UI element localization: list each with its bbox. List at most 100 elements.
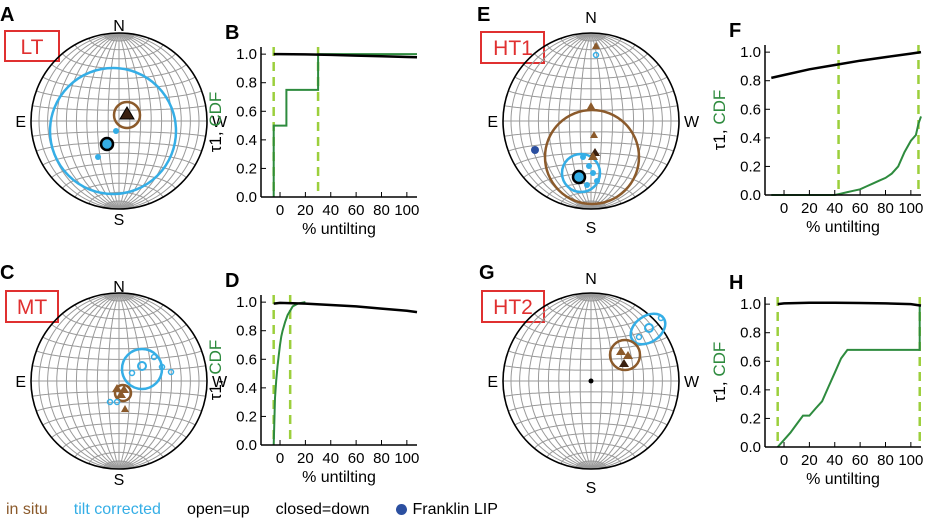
tilt-corrected-site (95, 154, 101, 160)
panel-letter-F: F (729, 20, 741, 42)
small-circle (103, 294, 135, 302)
site-label: LT (21, 36, 44, 59)
tilt-corrected-site (113, 128, 119, 134)
in-situ-site (116, 390, 126, 398)
cdf-chart-D: D 0.0 0.2 0.4 0.6 0.8 1.0 0 20 40 60 80 100 % untilti… (206, 270, 419, 486)
x-tick-label: 20 (297, 450, 314, 467)
north-label: N (585, 271, 597, 288)
stereonet-A: A LT N S E W (0, 4, 228, 229)
small-circle (88, 38, 150, 51)
site-label: MT (17, 296, 47, 319)
equal-area-net (30, 292, 208, 470)
x-tick-label: 40 (322, 202, 339, 219)
in-situ-site (121, 405, 129, 412)
tilt-corrected-site (113, 398, 121, 406)
small-circle (88, 298, 150, 311)
small-circle (88, 451, 150, 464)
east-label: E (487, 114, 498, 131)
small-circle (32, 105, 206, 111)
site-label-box (5, 290, 59, 323)
tau-line (777, 301, 922, 307)
y-tick-label: 0.4 (740, 382, 761, 399)
in-situ-cone (543, 108, 641, 206)
in-situ-site (592, 42, 600, 49)
y-tick-label: 0.6 (740, 353, 761, 370)
y-tick-label: 0.8 (236, 323, 257, 340)
small-circle (51, 163, 187, 178)
tilt-corrected-site (590, 170, 596, 176)
x-tick-label: 100 (394, 202, 419, 219)
y-tick-label: 1.0 (740, 44, 761, 61)
x-tick-label: 60 (852, 200, 869, 217)
panel-letter-C: C (0, 262, 14, 284)
x-axis-label: % untilting (806, 219, 880, 236)
y-tick-label: 0.4 (236, 132, 257, 149)
east-label: E (487, 374, 498, 391)
x-tick-label: 60 (348, 202, 365, 219)
small-circle (504, 391, 678, 397)
in-situ-cone (112, 100, 142, 130)
tilt-corrected-site (584, 182, 590, 188)
x-tick-label: 0 (276, 450, 284, 467)
in-situ-site (587, 102, 595, 109)
tilt-corrected-cone (48, 66, 178, 196)
north-label: N (113, 279, 125, 296)
stereonet-G: G HT2 N S E W (479, 262, 700, 497)
equal-area-net (30, 32, 208, 210)
in-situ-site (623, 351, 633, 359)
x-tick-label: 40 (826, 452, 843, 469)
small-circle (514, 76, 668, 90)
tilt-corrected-site (635, 333, 643, 341)
cdf-line (272, 53, 417, 197)
y-tick-label: 0.6 (740, 101, 761, 118)
in-situ-cone (608, 338, 642, 372)
small-circle (523, 64, 659, 79)
franklin-lip-icon (395, 504, 407, 515)
legend: in situ tilt corrected open=up closed=do… (6, 498, 524, 522)
in-situ-site (112, 384, 122, 392)
origin-marker (588, 378, 594, 384)
tilt-corrected-site (580, 154, 586, 160)
primitive-circle (30, 32, 208, 210)
tau-line (771, 50, 922, 80)
x-tick-label: 80 (877, 452, 894, 469)
in-situ-mean-marker (119, 106, 135, 120)
tilt-corrected-mean-marker (137, 361, 147, 371)
small-circle (51, 423, 187, 438)
x-tick-label: 80 (373, 202, 390, 219)
in-situ-site (616, 347, 626, 355)
y-axis-label-tau: τ1, (710, 377, 729, 403)
x-tick-label: 20 (297, 202, 314, 219)
y-axis-label-cdf: CDF (206, 92, 225, 127)
primitive-circle (502, 32, 680, 210)
west-label: W (684, 374, 700, 391)
tilt-corrected-cone (560, 152, 602, 194)
site-label: HT1 (493, 37, 533, 60)
panel-letter-A: A (0, 4, 14, 26)
x-tick-label: 0 (276, 202, 284, 219)
small-circle (36, 142, 202, 152)
small-circle (514, 152, 668, 166)
cdf-line (272, 301, 306, 446)
small-circle (42, 412, 196, 426)
legend-closed: closed=down (275, 501, 370, 518)
tilt-corrected-site (586, 163, 592, 169)
small-circle (546, 304, 636, 320)
south-label: S (114, 472, 125, 489)
small-circle (546, 44, 636, 60)
in-situ-site (588, 152, 598, 160)
small-circle (534, 53, 648, 69)
x-axis-label: % untilting (302, 221, 376, 238)
x-tick-label: 20 (801, 200, 818, 217)
small-circle (560, 298, 622, 311)
small-circle (103, 34, 135, 42)
small-circle (534, 313, 648, 329)
west-label: W (212, 114, 228, 131)
small-circle (523, 423, 659, 438)
cdf-line (771, 116, 922, 196)
y-tick-label: 1.0 (236, 46, 257, 63)
small-circle (534, 433, 648, 449)
x-tick-label: 80 (373, 450, 390, 467)
small-circle (42, 336, 196, 350)
panel-letter-B: B (225, 22, 239, 44)
